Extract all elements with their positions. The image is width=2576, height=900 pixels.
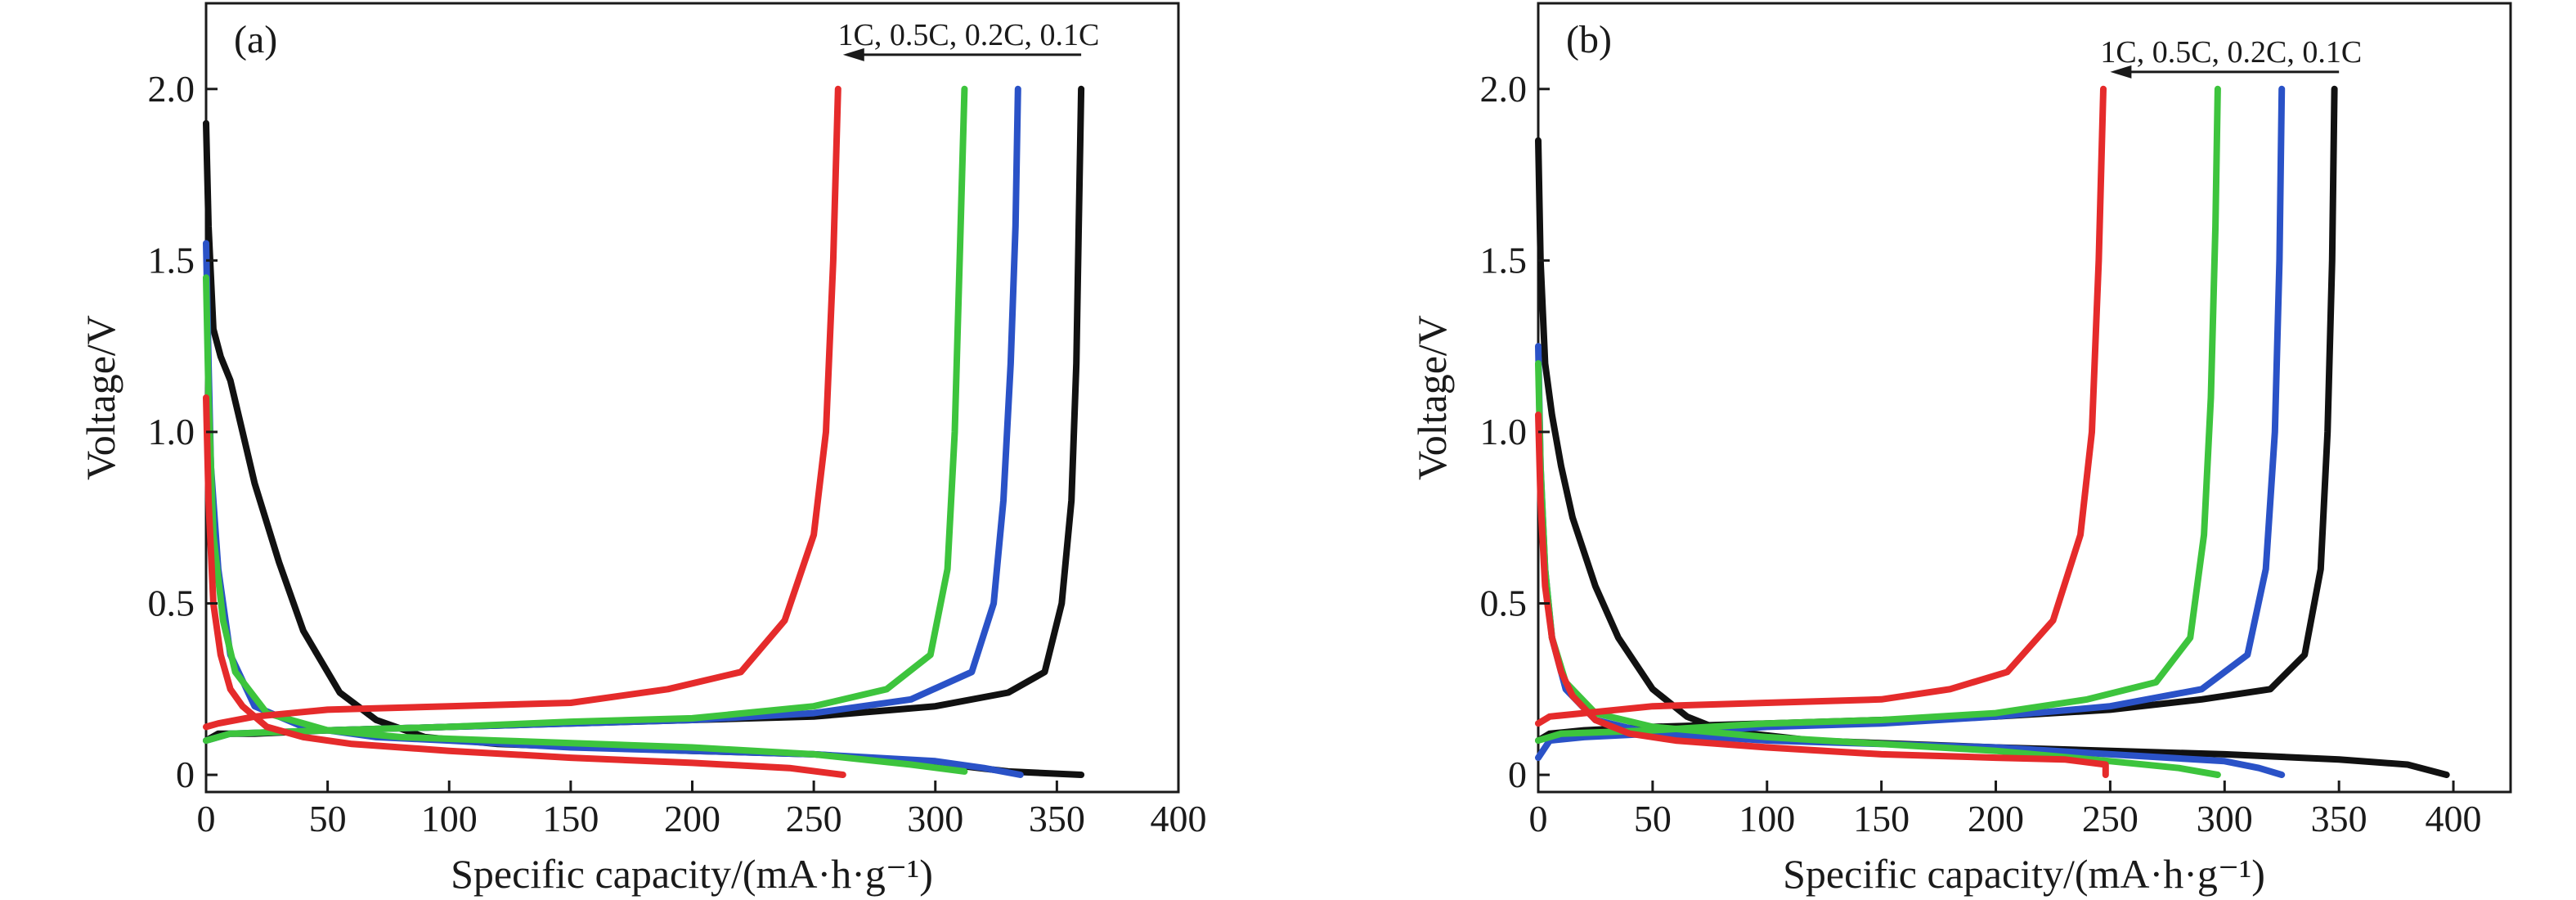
x-axis-label-b: Specific capacity/(mA·h·g⁻¹) bbox=[1783, 851, 2265, 897]
x-tick-label: 250 bbox=[786, 798, 842, 839]
panel-tag-a: (a) bbox=[234, 18, 277, 61]
x-tick-label: 400 bbox=[1151, 798, 1207, 839]
panel-a: 0 50 100 150 200 250 300 350 400 0 0.5 1.0 1.5 2.0 1… bbox=[78, 2, 1207, 897]
x-tick-label: 50 bbox=[1634, 798, 1672, 839]
annotation-a: 1C, 0.5C, 0.2C, 0.1C bbox=[838, 18, 1100, 61]
x-tick-label: 350 bbox=[1029, 798, 1085, 839]
rate-arrowhead-b bbox=[2110, 65, 2132, 79]
x-tick-label: 100 bbox=[421, 798, 478, 839]
x-tick-label: 50 bbox=[309, 798, 347, 839]
plot-frame-a bbox=[204, 2, 1180, 794]
x-tick-label: 250 bbox=[2082, 798, 2138, 839]
x-axis-label-a: Specific capacity/(mA·h·g⁻¹) bbox=[451, 851, 933, 897]
annotation-b: 1C, 0.5C, 0.2C, 0.1C bbox=[2100, 35, 2362, 79]
x-ticks-a: 0 50 100 150 200 250 300 350 400 bbox=[197, 781, 1207, 839]
x-tick-label: 350 bbox=[2311, 798, 2367, 839]
y-axis-label-b: Voltage/V bbox=[1409, 315, 1455, 480]
x-tick-label: 300 bbox=[907, 798, 963, 839]
charge-curve-3 bbox=[203, 85, 968, 745]
y-tick-label: 0 bbox=[1508, 754, 1527, 795]
x-tick-label: 0 bbox=[197, 798, 216, 839]
rate-arrowhead-a bbox=[842, 47, 864, 61]
discharge-curve-3 bbox=[203, 274, 968, 775]
plot-frame-b bbox=[1537, 2, 2512, 794]
charge-curve-3 bbox=[1535, 85, 2221, 745]
y-tick-label: 2.0 bbox=[1480, 68, 1528, 110]
x-tick-label: 100 bbox=[1739, 798, 1795, 839]
charge-curve-4 bbox=[1535, 85, 2107, 727]
x-tick-label: 400 bbox=[2426, 798, 2482, 839]
y-ticks-b: 0 0.5 1.0 1.5 2.0 bbox=[1480, 68, 1550, 795]
y-tick-label: 1.0 bbox=[148, 411, 195, 452]
charge-curve-2 bbox=[203, 85, 1021, 745]
y-tick-label: 1.5 bbox=[1480, 239, 1528, 281]
y-tick-label: 1.0 bbox=[1480, 411, 1528, 452]
series-layer-b bbox=[1535, 85, 2450, 778]
discharge-curve-4 bbox=[203, 394, 846, 778]
rate-annotation-a: 1C, 0.5C, 0.2C, 0.1C bbox=[838, 18, 1100, 52]
charge-curve-4 bbox=[203, 85, 841, 731]
x-tick-label: 200 bbox=[664, 798, 720, 839]
y-axis-label-a: Voltage/V bbox=[78, 315, 123, 480]
discharge-curve-3 bbox=[1535, 360, 2221, 778]
discharge-curve-1 bbox=[1535, 137, 2450, 778]
rate-annotation-b: 1C, 0.5C, 0.2C, 0.1C bbox=[2100, 35, 2362, 70]
discharge-curve-1 bbox=[203, 119, 1085, 778]
x-tick-label: 150 bbox=[542, 798, 599, 839]
y-tick-label: 1.5 bbox=[148, 239, 195, 281]
x-ticks-b: 0 50 100 150 200 250 300 350 400 bbox=[1529, 781, 2482, 839]
y-tick-label: 2.0 bbox=[148, 68, 195, 110]
charge-curve-2 bbox=[1535, 85, 2286, 762]
panel-b: 0 50 100 150 200 250 300 350 400 0 0.5 1.0 1.5 2.0 1… bbox=[1409, 2, 2512, 897]
y-tick-label: 0.5 bbox=[148, 582, 195, 623]
x-tick-label: 0 bbox=[1529, 798, 1548, 839]
x-tick-label: 200 bbox=[1968, 798, 2024, 839]
discharge-curve-2 bbox=[1535, 343, 2286, 778]
charge-curve-1 bbox=[203, 85, 1085, 745]
y-ticks-a: 0 0.5 1.0 1.5 2.0 bbox=[148, 68, 218, 795]
y-tick-label: 0 bbox=[176, 754, 195, 795]
y-tick-label: 0.5 bbox=[1480, 582, 1528, 623]
series-layer-a bbox=[203, 85, 1085, 778]
x-tick-label: 150 bbox=[1853, 798, 1910, 839]
x-tick-label: 300 bbox=[2197, 798, 2253, 839]
panel-tag-b: (b) bbox=[1566, 18, 1612, 61]
